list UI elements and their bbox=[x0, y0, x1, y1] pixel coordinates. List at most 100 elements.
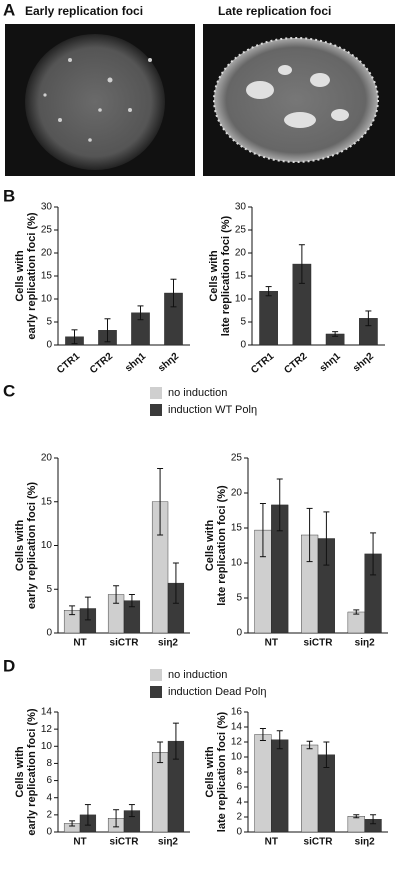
y-tick-label: 4 bbox=[46, 792, 52, 803]
error-bar bbox=[128, 804, 135, 818]
error-bar bbox=[265, 286, 272, 297]
y-tick-label: 20 bbox=[41, 453, 53, 464]
legend-label: induction Dead Polη bbox=[168, 686, 266, 698]
image-title: Late replication foci bbox=[218, 4, 331, 18]
bar bbox=[151, 752, 169, 833]
y-tick-label: 5 bbox=[236, 593, 242, 604]
legend-label: no induction bbox=[168, 387, 227, 399]
y-tick-label: 12 bbox=[41, 724, 53, 735]
y-axis-label: early replication foci (%) bbox=[26, 708, 38, 835]
error-bar bbox=[259, 503, 266, 558]
bar bbox=[259, 290, 278, 346]
x-tick-label: siη2 bbox=[158, 638, 178, 649]
y-axis-label: Cells with bbox=[14, 746, 26, 798]
error-bar bbox=[157, 741, 164, 764]
micrograph-right bbox=[203, 24, 395, 176]
y-tick-label: 12 bbox=[231, 737, 243, 748]
x-tick-label: CTR1 bbox=[249, 351, 276, 376]
error-bar bbox=[157, 468, 164, 536]
y-tick-label: 20 bbox=[41, 248, 53, 259]
x-tick-label: siη2 bbox=[158, 837, 178, 848]
y-tick-label: 8 bbox=[236, 767, 242, 778]
legend-swatch bbox=[150, 387, 162, 399]
error-bar bbox=[370, 532, 377, 576]
error-bar bbox=[137, 305, 144, 321]
y-tick-label: 15 bbox=[41, 496, 53, 507]
image-title: Early replication foci bbox=[25, 4, 143, 18]
y-tick-label: 6 bbox=[46, 775, 52, 786]
y-tick-label: 5 bbox=[46, 584, 52, 595]
y-tick-label: 0 bbox=[236, 827, 242, 838]
error-bar bbox=[172, 722, 179, 760]
x-tick-label: siCTR bbox=[304, 638, 334, 649]
x-tick-label: CTR2 bbox=[282, 351, 309, 376]
y-tick-label: 10 bbox=[231, 752, 243, 763]
y-tick-label: 2 bbox=[236, 812, 242, 823]
legend-label: induction WT Polη bbox=[168, 404, 257, 416]
x-tick-label: shη2 bbox=[351, 351, 376, 375]
y-tick-label: 30 bbox=[235, 202, 247, 213]
y-tick-label: 10 bbox=[41, 741, 53, 752]
error-bar bbox=[332, 331, 339, 337]
y-tick-label: 14 bbox=[231, 722, 243, 733]
error-bar bbox=[370, 814, 377, 825]
panel-label: C bbox=[3, 381, 15, 400]
y-tick-label: 16 bbox=[231, 707, 243, 718]
y-axis-label: late replication foci (%) bbox=[216, 485, 228, 606]
error-bar bbox=[259, 728, 266, 741]
x-tick-label: NT bbox=[265, 837, 278, 848]
error-bar bbox=[84, 804, 91, 826]
y-tick-label: 30 bbox=[41, 202, 53, 213]
y-tick-label: 14 bbox=[41, 707, 53, 718]
y-tick-label: 15 bbox=[41, 271, 53, 282]
error-bar bbox=[306, 507, 313, 563]
error-bar bbox=[170, 278, 177, 308]
error-bar bbox=[276, 730, 283, 750]
y-axis-label: early replication foci (%) bbox=[26, 212, 38, 339]
y-tick-label: 5 bbox=[240, 317, 246, 328]
bar bbox=[254, 734, 272, 833]
y-axis-label: late replication foci (%) bbox=[216, 711, 228, 832]
y-axis-label: Cells with bbox=[204, 746, 216, 798]
error-bar bbox=[365, 310, 372, 327]
error-bar bbox=[353, 609, 360, 615]
x-tick-label: siη2 bbox=[355, 638, 375, 649]
error-bar bbox=[113, 585, 120, 604]
error-bar bbox=[69, 605, 76, 616]
y-tick-label: 4 bbox=[236, 797, 242, 808]
y-tick-label: 5 bbox=[46, 317, 52, 328]
error-bar bbox=[298, 244, 305, 284]
y-tick-label: 10 bbox=[41, 294, 53, 305]
y-tick-label: 10 bbox=[235, 294, 247, 305]
error-bar bbox=[353, 814, 360, 819]
error-bar bbox=[306, 740, 313, 750]
error-bar bbox=[84, 596, 91, 621]
y-tick-label: 0 bbox=[46, 628, 52, 639]
y-tick-label: 15 bbox=[235, 271, 247, 282]
x-tick-label: CTR1 bbox=[55, 351, 82, 376]
y-axis-label: Cells with bbox=[208, 250, 220, 302]
x-tick-label: siCTR bbox=[110, 837, 140, 848]
y-tick-label: 8 bbox=[46, 758, 52, 769]
x-tick-label: CTR2 bbox=[88, 351, 115, 376]
bar bbox=[301, 744, 319, 833]
x-tick-label: siη2 bbox=[355, 837, 375, 848]
y-tick-label: 25 bbox=[231, 453, 243, 464]
legend-swatch bbox=[150, 686, 162, 698]
x-tick-label: shη1 bbox=[123, 351, 148, 375]
bar bbox=[271, 739, 289, 833]
y-tick-label: 0 bbox=[236, 628, 242, 639]
y-axis-label: Cells with bbox=[204, 520, 216, 572]
y-tick-label: 15 bbox=[231, 523, 243, 534]
x-tick-label: siCTR bbox=[110, 638, 140, 649]
x-tick-label: shη1 bbox=[318, 351, 343, 375]
error-bar bbox=[71, 329, 78, 345]
error-bar bbox=[113, 809, 120, 828]
error-bar bbox=[172, 562, 179, 604]
y-tick-label: 0 bbox=[46, 827, 52, 838]
y-axis-label: early replication foci (%) bbox=[26, 482, 38, 609]
y-tick-label: 6 bbox=[236, 782, 242, 793]
y-tick-label: 20 bbox=[231, 488, 243, 499]
error-bar bbox=[69, 820, 76, 827]
